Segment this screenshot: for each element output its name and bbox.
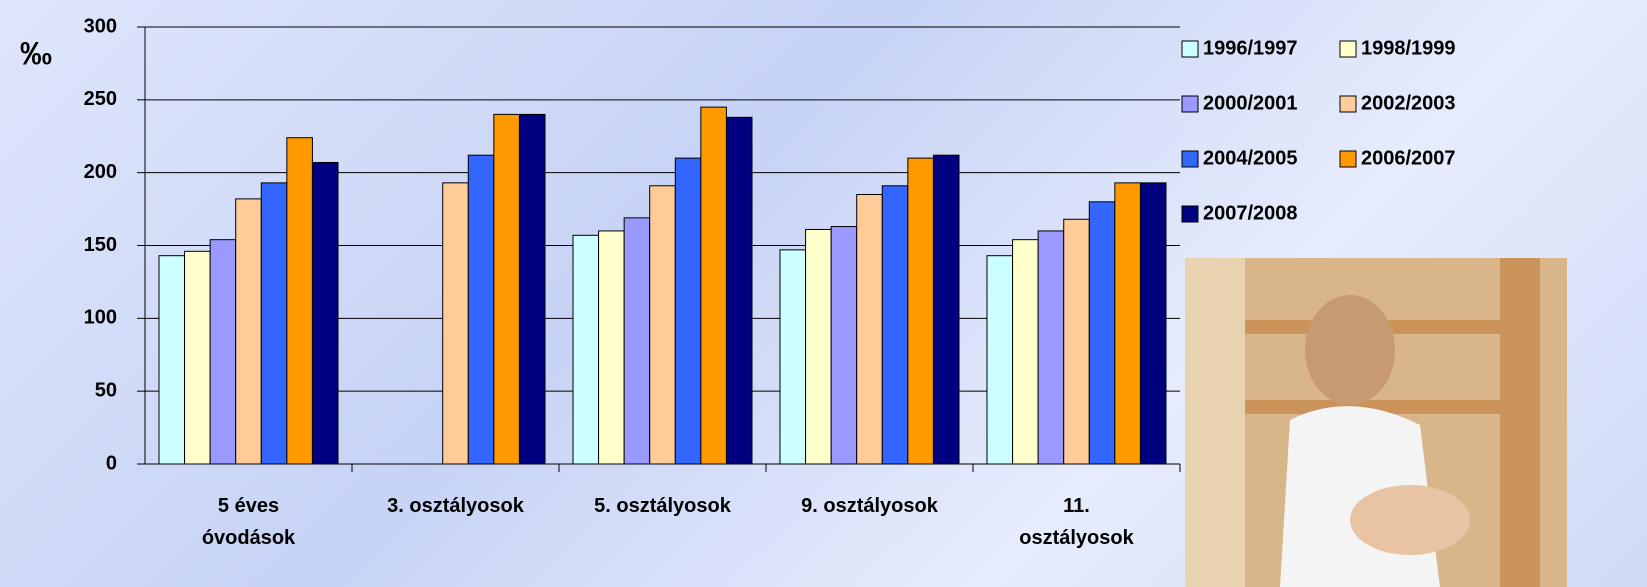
bar: [1063, 218, 1090, 465]
bar: [598, 230, 625, 465]
bar: [932, 154, 960, 465]
bar: [805, 228, 832, 465]
bar: [260, 182, 288, 465]
bar: [1012, 239, 1039, 465]
legend-swatch: [1339, 95, 1357, 113]
bar: [1037, 230, 1065, 465]
legend-swatch: [1181, 205, 1199, 223]
bar: [830, 226, 858, 465]
x-tick-label: 5 éves óvodások: [201, 495, 296, 549]
y-axis-label: ‰: [20, 35, 52, 71]
legend-label: 1996/1997: [1203, 37, 1298, 59]
bar: [286, 137, 313, 465]
legend-label: 2006/2007: [1361, 147, 1456, 169]
bar: [1088, 201, 1116, 465]
bar: [158, 255, 186, 465]
legend-label: 2004/2005: [1203, 147, 1298, 169]
legend-label: 2000/2001: [1203, 92, 1298, 114]
bar: [184, 250, 211, 465]
legend-label: 2002/2003: [1361, 92, 1456, 114]
bar: [856, 194, 883, 465]
legend-label: 2007/2008: [1203, 202, 1298, 224]
bar: [442, 182, 469, 465]
x-tick-label: 3. osztályosok: [387, 495, 524, 517]
bar: [623, 217, 651, 465]
bar: [518, 113, 546, 465]
y-tick-label: 0: [106, 452, 117, 474]
y-tick-label: 200: [84, 161, 117, 183]
bar: [235, 198, 262, 465]
y-tick-label: 150: [84, 234, 117, 256]
bar: [572, 234, 600, 465]
photo: [1185, 258, 1567, 587]
bar: [881, 185, 909, 465]
legend-swatch: [1181, 40, 1199, 58]
bar: [779, 249, 807, 465]
bar: [209, 239, 237, 465]
bar: [674, 157, 702, 465]
bar: [649, 185, 676, 465]
legend-swatch: [1181, 150, 1199, 168]
bar: [1114, 182, 1141, 465]
bar: [907, 157, 934, 465]
legend-swatch: [1181, 95, 1199, 113]
bar: [493, 113, 520, 465]
bar: [725, 116, 753, 465]
bar: [1139, 182, 1167, 465]
bar: [467, 154, 495, 465]
bar: [700, 106, 727, 465]
bar: [986, 255, 1014, 465]
bar: [311, 161, 339, 465]
y-tick-label: 300: [84, 15, 117, 37]
legend-swatch: [1339, 40, 1357, 58]
y-tick-label: 50: [95, 379, 117, 401]
x-tick-label: 11. osztályosok: [1019, 495, 1134, 549]
y-tick-label: 100: [84, 307, 117, 329]
legend-label: 1998/1999: [1361, 37, 1456, 59]
y-tick-label: 250: [84, 88, 117, 110]
x-tick-label: 5. osztályosok: [594, 495, 731, 517]
x-tick-label: 9. osztályosok: [801, 495, 938, 517]
legend-swatch: [1339, 150, 1357, 168]
